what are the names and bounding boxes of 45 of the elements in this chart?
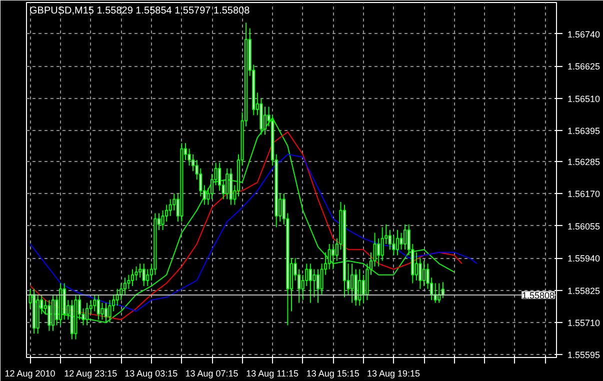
candlestick [138, 263, 142, 278]
candlestick [308, 263, 312, 304]
x-tick-label: 13 Aug 07:15 [185, 368, 238, 378]
candlestick [226, 168, 229, 200]
x-tick-label: 12 Aug 23:15 [64, 368, 118, 378]
candlestick [377, 238, 380, 267]
y-tick-label: 1.56285 [568, 156, 600, 167]
candlestick [404, 224, 407, 250]
candlestick [218, 162, 222, 192]
ref-line-label: 1.55808 [522, 290, 555, 301]
y-tick-label: 1.56055 [568, 221, 600, 232]
x-tick-label: 13 Aug 15:15 [306, 368, 360, 378]
y-tick-label: 1.55940 [568, 254, 600, 264]
y-tick-label: 1.55710 [568, 318, 600, 328]
candlestick [96, 294, 100, 320]
candlestick [332, 244, 335, 270]
candlestick [350, 263, 354, 304]
candlestick [422, 260, 426, 287]
y-tick-label: 1.56170 [568, 189, 600, 200]
y-tick-label: 1.56625 [568, 62, 600, 72]
x-tick-label: 13 Aug 19:15 [366, 368, 420, 378]
candlestick [93, 294, 96, 312]
line-series [30, 154, 478, 312]
y-tick-label: 1.55825 [568, 286, 600, 296]
candlestick [414, 252, 418, 281]
candlestick [312, 268, 316, 298]
y-tick-label: 1.56395 [568, 126, 600, 136]
y-tick-label: 1.55595 [568, 350, 600, 360]
chart-title: GBPUSD,M15 1.55829 1.55854 1.55797 1.55808 [30, 6, 250, 16]
y-tick-label: 1.56510 [568, 94, 600, 104]
candlestick [130, 268, 134, 287]
candlestick [328, 244, 331, 270]
x-tick-label: 12 Aug 2010 [4, 368, 56, 378]
x-tick-label: 13 Aug 03:15 [124, 368, 178, 378]
candlestick [400, 232, 403, 250]
x-tick-label: 13 Aug 11:15 [246, 368, 299, 378]
candlestick [316, 268, 320, 304]
candlestick [142, 263, 146, 287]
y-tick-label: 1.56740 [568, 29, 600, 40]
candlestick [123, 277, 126, 295]
candlestick [358, 268, 362, 306]
candlestick [146, 268, 150, 287]
candlestick [380, 226, 384, 262]
candlestick [396, 230, 400, 256]
candlestick [100, 302, 104, 320]
